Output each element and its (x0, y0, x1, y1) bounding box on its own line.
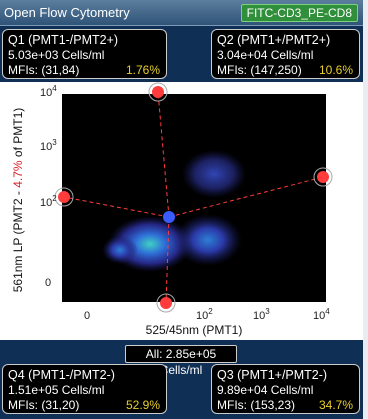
y-tick-label: 0 (45, 277, 51, 289)
y-axis-label: 561nm LP (PMT2 - 4.7% of PMT1) (11, 108, 25, 293)
gate-handle-right[interactable] (313, 167, 333, 187)
y-tick-label: 102 (40, 194, 57, 209)
q2-mfi: MFIs: (147,250) (217, 63, 302, 77)
scatter-plot[interactable]: 104 103 102 0 0 102 103 104 525/45nm (PM… (0, 82, 363, 340)
q1-percent: 1.76% (125, 63, 160, 77)
x-tick-label: 102 (196, 307, 213, 322)
cluster-q3 (174, 214, 242, 266)
q2-concentration: 3.04e+04 Cells/ml (217, 48, 314, 62)
q1-concentration: 5.03e+03 Cells/ml (8, 48, 105, 62)
y-tick-label: 104 (40, 84, 57, 99)
quadrant-q2-box: Q2 (PMT1+/PMT2+) 3.04e+04 Cells/ml MFIs:… (211, 29, 360, 79)
window-edge (363, 0, 368, 419)
q4-label: Q4 (PMT1-/PMT2-) (8, 368, 115, 382)
quadrant-q4-box: Q4 (PMT1-/PMT2-) 1.51e+05 Cells/ml MFIs:… (2, 364, 167, 414)
quadrant-q3-box: Q3 (PMT1+/PMT2-) 9.89e+04 Cells/ml MFIs:… (211, 364, 360, 414)
plot-area[interactable] (62, 94, 326, 302)
title-bar: Open Flow Cytometry FITC-CD3_PE-CD8 (0, 0, 363, 26)
gate-handle-top[interactable] (148, 82, 168, 102)
sample-name-badge[interactable]: FITC-CD3_PE-CD8 (240, 4, 358, 22)
app-title: Open Flow Cytometry (4, 5, 130, 20)
cluster-q4-left (102, 236, 138, 264)
q3-concentration: 9.89e+04 Cells/ml (217, 383, 314, 397)
q3-mfi: MFIs: (153,23) (217, 398, 296, 412)
q1-mfi: MFIs: (31,84) (8, 63, 80, 77)
q4-percent: 52.9% (125, 398, 160, 412)
gate-center-handle[interactable] (163, 211, 175, 223)
gate-handle-left[interactable] (54, 187, 74, 207)
total-concentration: All: 2.85e+05 Cells/ml (125, 345, 237, 377)
y-tick-label: 103 (40, 138, 57, 153)
cluster-q2 (182, 150, 246, 198)
q1-label: Q1 (PMT1-/PMT2+) (8, 33, 119, 47)
q3-percent: 34.7% (318, 398, 353, 412)
x-tick-label: 0 (84, 310, 90, 322)
gate-handle-bottom[interactable] (156, 293, 176, 313)
q4-concentration: 1.51e+05 Cells/ml (8, 383, 105, 397)
x-tick-label: 104 (313, 307, 330, 322)
q2-label: Q2 (PMT1+/PMT2+) (217, 33, 331, 47)
quadrant-gate-lines (63, 91, 324, 304)
quadrant-q1-box: Q1 (PMT1-/PMT2+) 5.03e+03 Cells/ml MFIs:… (2, 29, 167, 79)
q4-mfi: MFIs: (31,20) (8, 398, 80, 412)
q2-percent: 10.6% (318, 63, 353, 77)
q3-label: Q3 (PMT1+/PMT2-) (217, 368, 328, 382)
x-tick-label: 103 (253, 307, 270, 322)
x-axis-label: 525/45nm (PMT1) (146, 323, 243, 337)
